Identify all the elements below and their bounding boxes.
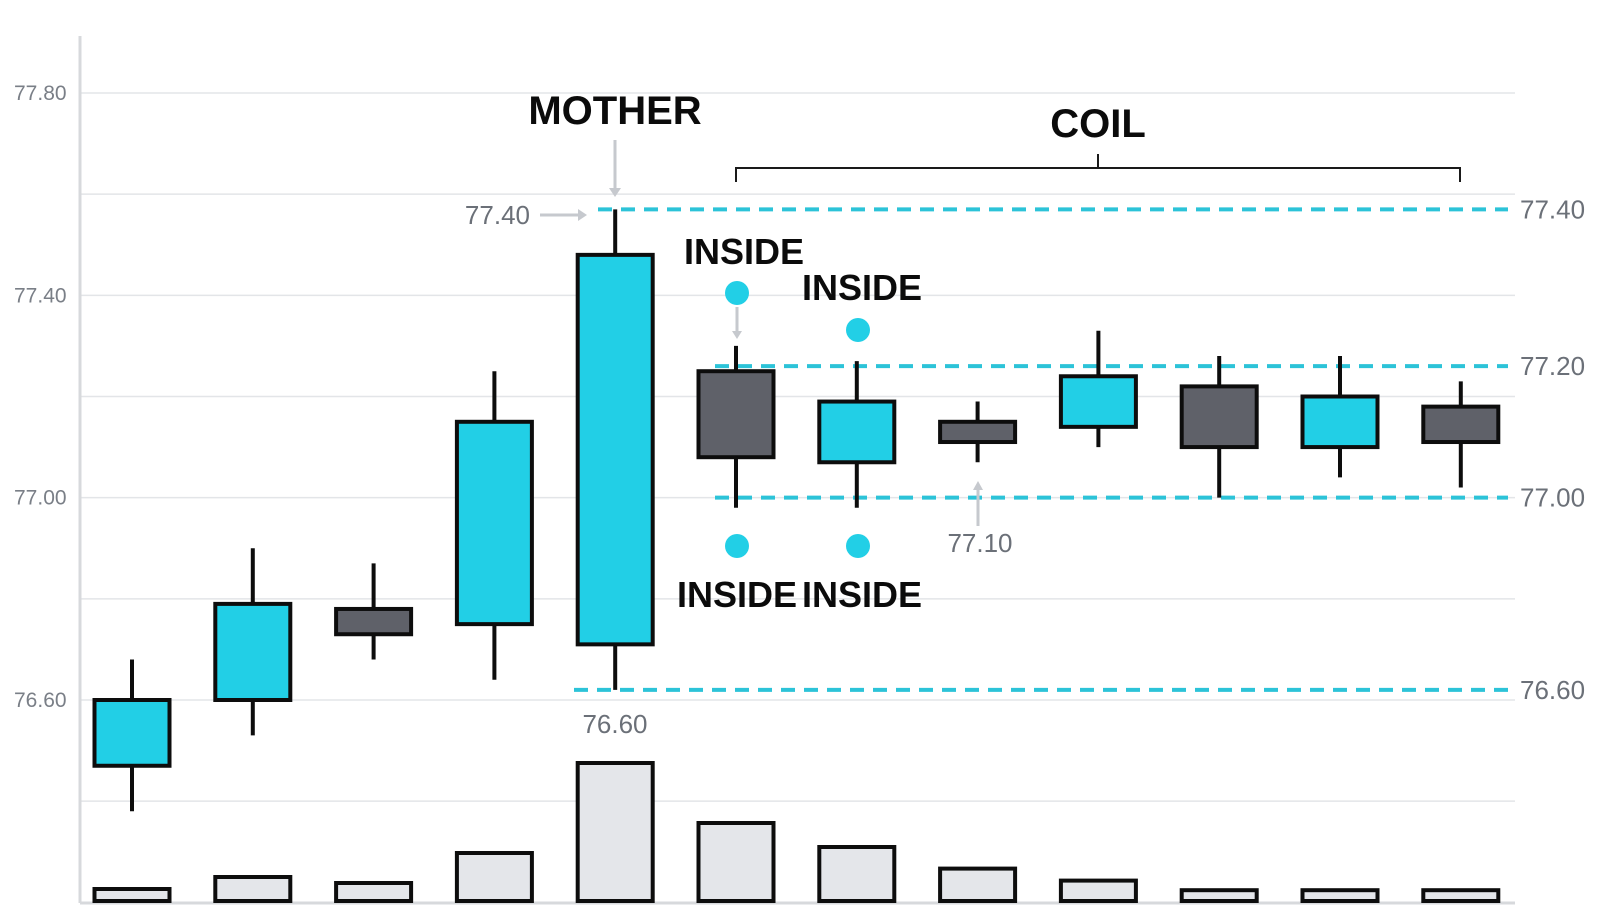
candle <box>696 345 776 508</box>
price-levels: 77.40 77.20 77.00 76.60 <box>574 194 1585 705</box>
candle <box>1179 356 1259 498</box>
candle-body <box>1179 384 1259 450</box>
candle <box>575 209 655 690</box>
candle <box>1058 330 1138 448</box>
volume-bar <box>1300 888 1380 904</box>
coil-bracket <box>735 154 1461 182</box>
mother-low-label: 76.60 <box>582 709 647 739</box>
volume-bar <box>334 881 414 903</box>
candle <box>92 659 172 812</box>
volume-bar <box>696 821 776 903</box>
candle-body <box>1300 394 1380 450</box>
volume-bar <box>938 866 1018 903</box>
y-tick-label: 77.00 <box>14 487 67 510</box>
axes <box>78 36 1515 905</box>
candle <box>213 548 293 736</box>
volume-bar <box>817 845 897 903</box>
candle-body <box>1421 404 1501 445</box>
small-low-arrow <box>973 481 983 526</box>
candle <box>938 401 1018 463</box>
level-label: 77.00 <box>1520 483 1585 513</box>
candle-body <box>575 252 655 647</box>
inside-label-top-1: INSIDE <box>684 231 804 272</box>
candle-body <box>454 419 534 627</box>
level-label: 77.20 <box>1520 351 1585 381</box>
volume-bar <box>92 887 172 903</box>
level-label: 76.60 <box>1520 675 1585 705</box>
level-label: 77.40 <box>1520 194 1585 224</box>
candle-body <box>817 399 897 465</box>
volume-bar <box>1058 878 1138 903</box>
candle-body <box>938 419 1018 445</box>
candle <box>454 371 534 680</box>
inside-label-bottom-1: INSIDE <box>677 574 797 615</box>
volume-bar <box>454 851 534 903</box>
candle-body <box>213 601 293 702</box>
inside-marker-bottom-2 <box>846 534 870 558</box>
y-tick-label: 77.80 <box>14 82 67 105</box>
candle-body <box>92 698 172 768</box>
candle <box>334 563 414 660</box>
candle <box>1300 356 1380 478</box>
mother-label: MOTHER <box>528 89 701 133</box>
y-tick-label: 77.40 <box>14 284 67 307</box>
volume-bars <box>92 761 1501 904</box>
inside-label-top-2: INSIDE <box>802 267 922 308</box>
inside-label-bottom-2: INSIDE <box>802 574 922 615</box>
small-low-label: 77.10 <box>947 528 1012 558</box>
volume-bar <box>575 761 655 903</box>
mother-high-arrow <box>540 209 587 221</box>
candle-body <box>696 369 776 460</box>
candle <box>1421 381 1501 488</box>
candle-body <box>334 606 414 637</box>
candle <box>817 361 897 508</box>
mother-high-label: 77.40 <box>465 200 530 230</box>
coil-label: COIL <box>1050 102 1146 146</box>
candle-body <box>1058 374 1138 429</box>
inside-marker-top-2 <box>846 318 870 342</box>
volume-bar <box>1179 888 1259 904</box>
volume-bar <box>1421 888 1501 904</box>
inside-arrow <box>732 307 742 339</box>
inside-marker-top-1 <box>725 281 749 305</box>
inside-marker-bottom-1 <box>725 534 749 558</box>
volume-bar <box>213 875 293 903</box>
mother-arrow <box>609 140 621 197</box>
y-axis-left-ticks: 76.60 77.00 77.40 77.80 <box>14 82 67 712</box>
y-tick-label: 76.60 <box>14 689 67 712</box>
candlesticks <box>92 209 1501 812</box>
